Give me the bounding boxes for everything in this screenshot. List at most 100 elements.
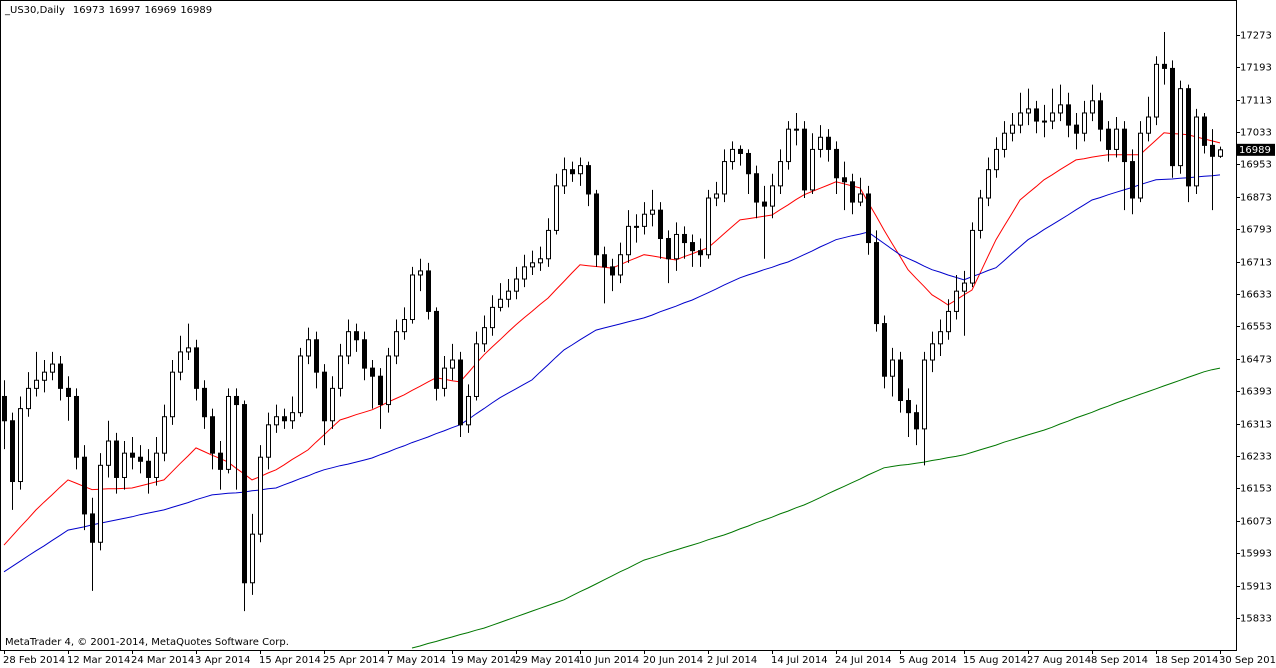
- candle-body: [930, 343, 935, 361]
- candle-body: [98, 464, 103, 543]
- candle-body: [826, 136, 831, 150]
- candle-body: [714, 193, 719, 199]
- x-tick-label: 19 May 2014: [451, 655, 516, 666]
- candle-body: [866, 193, 871, 244]
- x-tick-label: 8 Sep 2014: [1091, 655, 1148, 666]
- candle-body: [906, 400, 911, 414]
- candle-body: [746, 152, 751, 175]
- candle-body: [1202, 116, 1207, 146]
- x-tick-label: 24 Mar 2014: [131, 655, 194, 666]
- x-tick-label: 12 Mar 2014: [67, 655, 130, 666]
- y-tick-label: 16793: [1240, 225, 1272, 236]
- candle-body: [330, 387, 335, 422]
- candle-body: [618, 254, 623, 276]
- y-tick-label: 16393: [1240, 387, 1272, 398]
- symbol: _US30,Daily: [4, 5, 65, 16]
- candle-body: [74, 395, 79, 458]
- y-tick-label: 17273: [1240, 31, 1272, 42]
- candle-body: [138, 456, 143, 462]
- x-tick-label: 3 Apr 2014: [195, 655, 250, 666]
- candle-body: [682, 233, 687, 244]
- candle-body: [1186, 88, 1191, 187]
- candle-body: [154, 452, 159, 478]
- last-low: 16969: [145, 5, 177, 16]
- last-high: 16997: [109, 5, 141, 16]
- candle-body: [578, 165, 583, 175]
- candle-body: [626, 225, 631, 256]
- candle-body: [1010, 124, 1015, 134]
- candle-body: [522, 266, 527, 280]
- candle-body: [554, 185, 559, 231]
- candle-body: [18, 408, 23, 483]
- candle-body: [178, 351, 183, 373]
- candle-body: [834, 148, 839, 179]
- candle-body: [674, 233, 679, 260]
- moving-average-line: [411, 367, 1221, 649]
- plot-frame: [0, 0, 1237, 651]
- x-tick-label: 15 Aug 2014: [963, 655, 1027, 666]
- candle-body: [722, 161, 727, 195]
- candle-body: [1162, 63, 1167, 69]
- candle-body: [266, 424, 271, 458]
- candle-body: [474, 343, 479, 397]
- y-tick-label: 16313: [1240, 420, 1272, 431]
- candle-body: [90, 513, 95, 543]
- candle-body: [66, 387, 71, 397]
- y-tick-label: 15833: [1240, 614, 1272, 625]
- candle-body: [1074, 124, 1079, 134]
- candle-body: [210, 416, 215, 454]
- candle-body: [234, 395, 239, 406]
- y-tick-label: 15913: [1240, 582, 1272, 593]
- candle-body: [1018, 112, 1023, 126]
- candle-body: [274, 416, 279, 426]
- last-price-box: [1237, 143, 1275, 156]
- candle-body: [738, 148, 743, 154]
- candle-body: [642, 213, 647, 227]
- y-tick-label: 16473: [1240, 355, 1272, 366]
- y-tick-label: 17193: [1240, 63, 1272, 74]
- candle-body: [970, 229, 975, 284]
- candle-body: [226, 395, 231, 470]
- candle-body: [602, 254, 607, 268]
- candle-body: [730, 148, 735, 163]
- candle-body: [634, 225, 639, 228]
- candle-body: [514, 278, 519, 292]
- y-tick-label: 16633: [1240, 290, 1272, 301]
- candle-body: [410, 274, 415, 321]
- candle-body: [698, 250, 703, 256]
- candle-body: [1082, 112, 1087, 134]
- candle-body: [194, 347, 199, 389]
- candle-body: [186, 347, 191, 353]
- candle-body: [762, 201, 767, 207]
- candle-body: [594, 193, 599, 256]
- candle-body: [1050, 112, 1055, 122]
- candle-body: [610, 266, 615, 276]
- x-tick-label: 18 Sep 2014: [1155, 655, 1218, 666]
- candle-body: [802, 128, 807, 191]
- candle-body: [290, 412, 295, 422]
- y-tick-label: 16953: [1240, 160, 1272, 171]
- x-tick-label: 25 Apr 2014: [323, 655, 385, 666]
- candle-body: [1106, 128, 1111, 150]
- candle-body: [378, 375, 383, 406]
- candle-body: [346, 331, 351, 357]
- candle-body: [650, 209, 655, 215]
- candle-body: [770, 185, 775, 207]
- x-tick-label: 27 Aug 2014: [1027, 655, 1091, 666]
- candle-body: [1090, 100, 1095, 114]
- candle-body: [586, 165, 591, 195]
- candle-body: [282, 416, 287, 422]
- candle-body: [394, 331, 399, 357]
- candle-body: [434, 310, 439, 389]
- candle-body: [954, 290, 959, 312]
- candle-body: [1098, 100, 1103, 130]
- candle-body: [218, 452, 223, 470]
- candle-body: [466, 395, 471, 426]
- candle-body: [874, 242, 879, 325]
- candle-body: [914, 412, 919, 430]
- candle-body: [402, 319, 407, 333]
- candle-body: [50, 363, 55, 373]
- y-tick-label: 16233: [1240, 452, 1272, 463]
- candle-body: [946, 310, 951, 333]
